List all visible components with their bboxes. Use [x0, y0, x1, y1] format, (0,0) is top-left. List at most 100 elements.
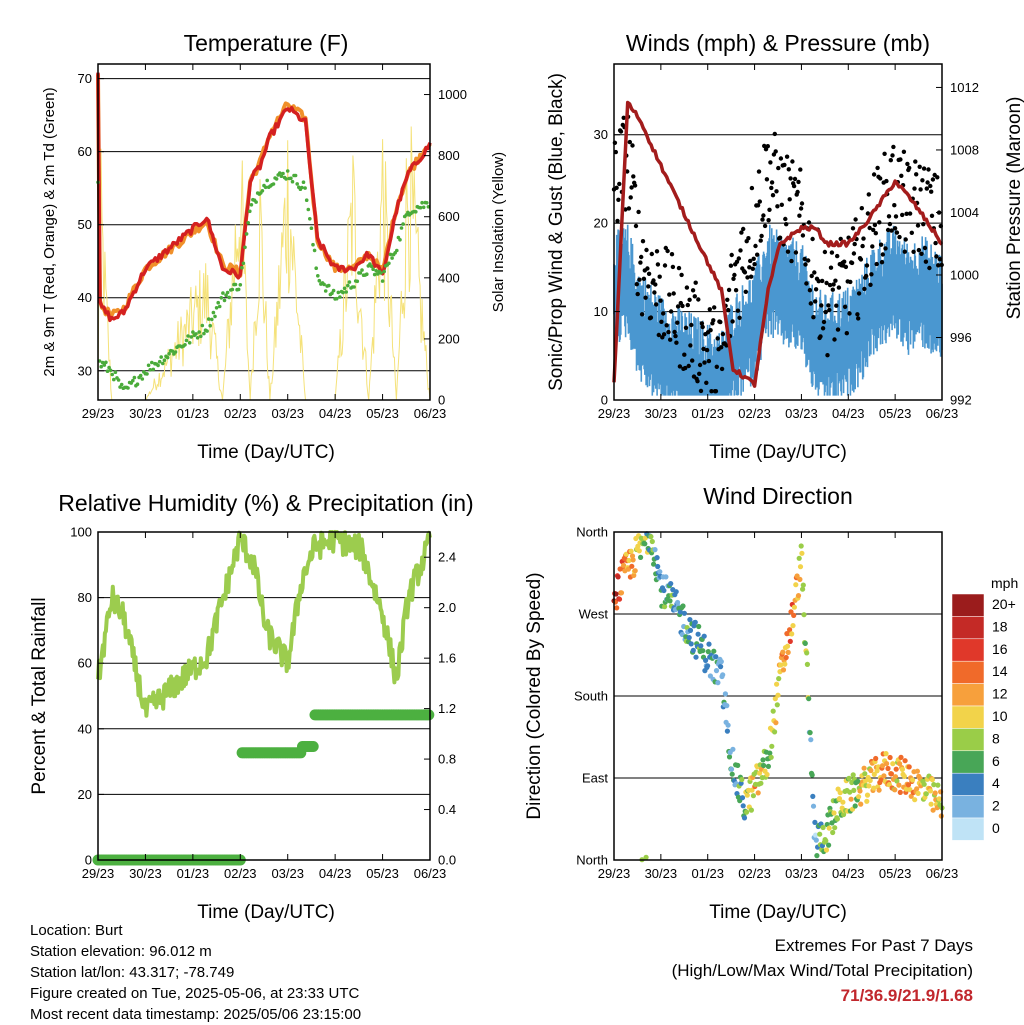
- gust-point: [752, 262, 757, 267]
- direction-point: [741, 815, 748, 821]
- gust-point: [897, 234, 902, 240]
- dewpoint-point: [195, 336, 200, 340]
- direction-point: [703, 657, 709, 664]
- direction-point: [867, 777, 873, 784]
- gust-point: [766, 218, 771, 223]
- dewpoint-point: [249, 203, 254, 207]
- dewpoint-point: [263, 185, 268, 190]
- humidity-ytick-right-label: 0.8: [438, 752, 456, 767]
- direction-point: [892, 787, 898, 793]
- gust-point: [758, 238, 763, 243]
- dewpoint-point: [110, 372, 114, 377]
- winds-ytick-right-label: 1008: [950, 142, 979, 157]
- direction-point: [651, 561, 657, 567]
- direction-point: [785, 643, 791, 649]
- direction-point: [713, 668, 720, 674]
- gust-point: [833, 278, 838, 283]
- gust-point: [926, 167, 931, 172]
- gust-point: [675, 304, 681, 309]
- direction-point: [768, 754, 774, 760]
- gust-point: [631, 174, 636, 179]
- direction-point: [761, 762, 767, 769]
- dewpoint-point: [388, 252, 393, 257]
- temperature-xlabel: Time (Day/UTC): [197, 442, 335, 463]
- gust-point: [921, 222, 926, 227]
- direction-point: [673, 589, 679, 595]
- gust-point: [762, 223, 768, 229]
- info-latlon: Station lat/lon: 43.317; -78.749: [30, 964, 235, 981]
- direction-series: [611, 531, 945, 863]
- dewpoint-point: [197, 330, 201, 334]
- winds-ylabel-right: Station Pressure (Maroon): [1004, 97, 1024, 320]
- direction-point: [618, 590, 625, 596]
- dewpoint-point: [224, 293, 228, 298]
- direction-point: [932, 790, 938, 796]
- legend-swatch: [951, 593, 985, 617]
- direction-point: [808, 737, 814, 743]
- direction-point: [735, 762, 741, 769]
- gust-point: [907, 211, 913, 216]
- dewpoint-point: [331, 288, 336, 293]
- gust-point: [909, 230, 914, 235]
- dewpoint-point: [186, 334, 190, 338]
- direction-xtick-label: 02/23: [738, 866, 771, 881]
- gust-point: [765, 144, 770, 149]
- gust-point: [867, 225, 872, 231]
- dewpoint-point: [161, 361, 165, 366]
- temperature-xtick-label: 03/23: [271, 406, 304, 421]
- dewpoint-point: [199, 334, 203, 339]
- gust-point: [890, 153, 895, 158]
- gust-point: [651, 278, 656, 283]
- direction-point: [887, 754, 893, 761]
- temperature-ytick-right-label: 800: [438, 148, 460, 163]
- gust-point: [626, 206, 632, 211]
- direction-point: [906, 764, 912, 770]
- dewpoint-point: [221, 291, 225, 295]
- dewpoint-point: [156, 363, 160, 368]
- gust-point: [702, 360, 707, 365]
- dewpoint-point: [217, 304, 222, 309]
- gust-point: [866, 192, 871, 197]
- direction-point: [802, 640, 808, 647]
- gust-point: [708, 328, 713, 333]
- dewpoint-point: [281, 171, 285, 176]
- gust-point: [657, 274, 662, 279]
- gust-point: [654, 302, 659, 307]
- dewpoint-point: [210, 317, 214, 322]
- direction-point: [725, 722, 731, 728]
- winds-ytick-right-label: 1012: [950, 80, 979, 95]
- direction-panel: Wind Direction 29/23 30/23 01/23 02/23 03/23…: [524, 483, 1018, 923]
- dewpoint-point: [271, 182, 276, 186]
- temperature-ylabel-left: 2m & 9m T (Red, Orange) & 2m Td (Green): [41, 87, 58, 376]
- gust-point: [802, 256, 807, 262]
- dewpoint-point: [414, 210, 418, 214]
- gust-point: [804, 281, 809, 286]
- gust-point: [828, 265, 834, 270]
- winds-xtick-label: 04/23: [832, 406, 865, 421]
- legend-label: 16: [992, 641, 1008, 657]
- direction-point: [864, 792, 871, 798]
- gust-point: [902, 249, 907, 254]
- dewpoint-point: [99, 364, 103, 369]
- temperature-ytick-right-label: 200: [438, 331, 460, 346]
- dewpoint-point: [222, 298, 227, 303]
- gust-point: [742, 270, 748, 275]
- direction-point: [791, 604, 798, 610]
- legend-swatch: [951, 683, 985, 707]
- gust-point: [936, 263, 941, 268]
- dewpoint-point: [274, 177, 279, 181]
- direction-point: [804, 661, 811, 668]
- gust-point: [816, 279, 821, 284]
- gust-point: [726, 287, 732, 293]
- gust-point: [860, 243, 865, 249]
- gust-point: [775, 204, 780, 209]
- direction-point: [686, 635, 692, 641]
- gust-point: [638, 260, 643, 265]
- gust-point: [825, 353, 830, 358]
- direction-point: [874, 768, 880, 774]
- gust-point: [748, 274, 754, 279]
- legend-swatch: [951, 728, 985, 752]
- gust-point: [882, 151, 887, 156]
- gust-point: [670, 264, 676, 270]
- gust-point: [835, 253, 840, 259]
